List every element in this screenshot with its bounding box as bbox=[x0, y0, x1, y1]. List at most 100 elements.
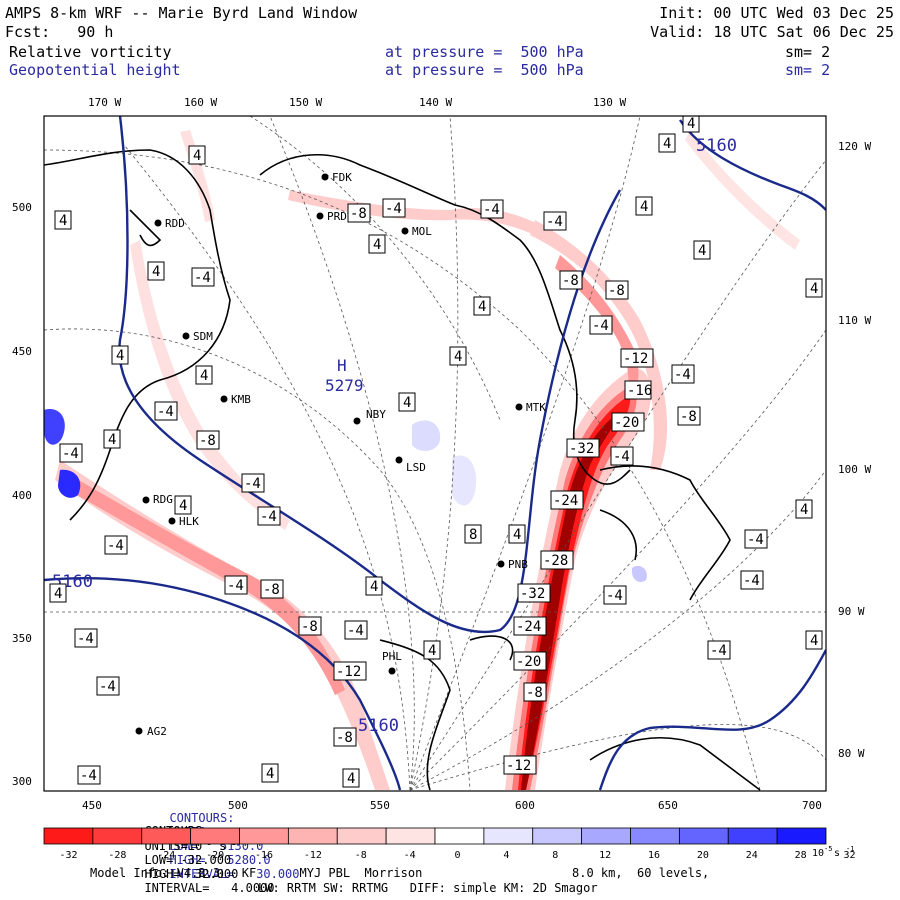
vort-label: -20 bbox=[611, 412, 645, 432]
svg-text:-4: -4 bbox=[194, 270, 211, 286]
colorbar-units-exp: -5 bbox=[824, 845, 832, 853]
colorbar-label: 16 bbox=[648, 850, 660, 861]
vorticity-labels: 4 4 4 -4 4 -4 -8 -4 -4 -4 -4 -4 -8 -8 -4… bbox=[49, 116, 823, 788]
station-dot-nby bbox=[353, 417, 361, 425]
colorbar-label: 12 bbox=[599, 850, 611, 861]
vort-positive-blob-west bbox=[44, 409, 65, 445]
vort-label: 4 bbox=[635, 196, 653, 216]
svg-text:-12: -12 bbox=[623, 351, 648, 367]
vort-positive-blob-center bbox=[412, 420, 441, 452]
svg-text:4: 4 bbox=[179, 498, 187, 514]
model-resolution: 8.0 km, 60 levels, bbox=[572, 866, 710, 880]
station-dot-lsd bbox=[395, 456, 403, 464]
vort-band-diagonal-inner bbox=[68, 475, 345, 695]
svg-text:-8: -8 bbox=[199, 433, 216, 449]
vort-label: -4 bbox=[707, 640, 731, 660]
vort-label: -4 bbox=[96, 676, 120, 696]
vort-label: -8 bbox=[605, 280, 629, 300]
vort-label: 4 bbox=[449, 346, 467, 366]
height-contour-south bbox=[44, 577, 402, 791]
bottom-tick-500: 500 bbox=[228, 799, 248, 812]
svg-text:4: 4 bbox=[663, 136, 671, 152]
vort-label: -4 bbox=[224, 575, 248, 595]
svg-text:-4: -4 bbox=[606, 588, 623, 604]
svg-text:-4: -4 bbox=[227, 578, 244, 594]
vort-label: -8 bbox=[677, 406, 701, 426]
vort-label: -4 bbox=[191, 267, 215, 287]
svg-text:-4: -4 bbox=[157, 404, 174, 420]
top-tick-140w: 140 W bbox=[419, 96, 453, 109]
field2-smoothing: sm= 2 bbox=[785, 61, 831, 79]
vort-label: -4 bbox=[744, 529, 768, 549]
svg-text:-4: -4 bbox=[674, 367, 691, 383]
colorbar-label: 28 bbox=[795, 850, 807, 861]
height-label-5160-ne: 5160 bbox=[696, 136, 737, 156]
svg-text:-4: -4 bbox=[77, 631, 94, 647]
station-dot-prd bbox=[316, 212, 324, 220]
svg-text:-32: -32 bbox=[569, 441, 594, 457]
colorbar: -32 -28 -24 -20 -16 -12 -8 -4 0 4 8 12 16 20 24 28 32 10… bbox=[43, 827, 855, 861]
svg-text:-4: -4 bbox=[244, 476, 261, 492]
colorbar-cell bbox=[385, 827, 436, 845]
svg-text:4: 4 bbox=[193, 148, 201, 164]
colorbar-cell bbox=[190, 827, 240, 845]
station-label-mol: MOL bbox=[412, 225, 432, 238]
vort-label: -4 bbox=[610, 446, 634, 466]
vort-label: 8 bbox=[464, 524, 482, 544]
vort-label: -12 bbox=[503, 755, 537, 775]
svg-text:-4: -4 bbox=[385, 201, 402, 217]
station-dot-pnb bbox=[497, 560, 505, 568]
bottom-tick-600: 600 bbox=[515, 799, 535, 812]
colorbar-units: 10 bbox=[812, 848, 824, 859]
vort-label: -4 bbox=[104, 535, 128, 555]
field2-level: at pressure = 500 hPa bbox=[385, 61, 584, 79]
svg-text:-4: -4 bbox=[710, 643, 727, 659]
vort-positive-blob-east bbox=[632, 565, 647, 583]
station-dot-phl bbox=[388, 667, 396, 675]
left-tick-500: 500 bbox=[12, 201, 32, 214]
station-label-kmb: KMB bbox=[231, 393, 251, 406]
svg-text:4: 4 bbox=[200, 368, 208, 384]
vort-label: -4 bbox=[543, 211, 567, 231]
vort-label: 4 bbox=[805, 278, 823, 298]
svg-text:4: 4 bbox=[454, 349, 462, 365]
svg-text:4: 4 bbox=[54, 586, 62, 602]
high-center-letter: H bbox=[337, 356, 347, 375]
colorbar-cell bbox=[630, 827, 680, 845]
field1-name: Relative vorticity bbox=[9, 43, 172, 61]
init-time: Init: 00 UTC Wed 03 Dec 25 bbox=[659, 4, 894, 22]
vort-band-peninsula-dark bbox=[521, 412, 620, 790]
station-dot-rdd bbox=[154, 219, 162, 227]
vort-label: -8 bbox=[559, 270, 583, 290]
station-label-sdm: SDM bbox=[193, 330, 213, 343]
colorbar-label: -32 bbox=[59, 850, 77, 861]
vort-label: 4 bbox=[693, 240, 711, 260]
vort-label: -8 bbox=[196, 430, 220, 450]
svg-text:-4: -4 bbox=[613, 449, 630, 465]
station-dot-rdg bbox=[142, 496, 150, 504]
vort-positive-blob-west2 bbox=[58, 469, 81, 498]
colorbar-label: 32 bbox=[843, 850, 855, 861]
colorbar-cell bbox=[239, 827, 289, 845]
colorbar-cell bbox=[43, 827, 94, 845]
height-contours-prefix: CONTOURS: bbox=[169, 811, 235, 825]
vort-label: -8 bbox=[298, 616, 322, 636]
vort-low: LOW= -32.000 bbox=[144, 853, 232, 867]
svg-text:-8: -8 bbox=[526, 685, 543, 701]
svg-text:-4: -4 bbox=[347, 623, 364, 639]
left-tick-350: 350 bbox=[12, 632, 32, 645]
vort-label: 4 bbox=[54, 210, 72, 230]
colorbar-label: -20 bbox=[206, 850, 224, 861]
bottom-tick-650: 650 bbox=[658, 799, 678, 812]
vort-label: -4 bbox=[589, 315, 613, 335]
colorbar-cell bbox=[727, 827, 778, 845]
colorbar-cell bbox=[287, 827, 338, 845]
top-tick-170w: 170 W bbox=[88, 96, 122, 109]
svg-text:-4: -4 bbox=[747, 532, 764, 548]
svg-text:-4: -4 bbox=[592, 318, 609, 334]
svg-text:-8: -8 bbox=[263, 582, 280, 598]
vort-label: 4 bbox=[682, 116, 700, 133]
vort-label: -4 bbox=[257, 506, 281, 526]
vort-label: 4 bbox=[174, 495, 192, 515]
svg-text:-4: -4 bbox=[483, 202, 500, 218]
